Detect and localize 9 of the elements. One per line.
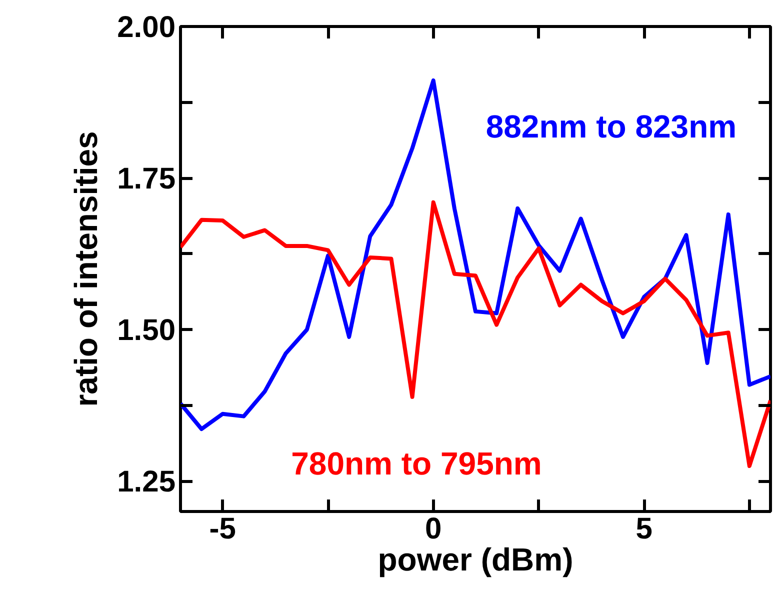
x-tick-label: -5 xyxy=(209,512,236,546)
x-tick-label: 5 xyxy=(636,512,652,546)
y-tick-label: 2.00 xyxy=(117,11,176,44)
y-tick-label: 1.50 xyxy=(117,314,176,348)
text: 780nm to 795nm xyxy=(291,445,542,482)
y-tick-label: 1.75 xyxy=(117,162,176,196)
y-axis-title: ratio of intensities xyxy=(68,131,104,407)
y-tick-label: 1.25 xyxy=(117,466,176,499)
series-label: 882nm to 823nm xyxy=(486,108,737,144)
